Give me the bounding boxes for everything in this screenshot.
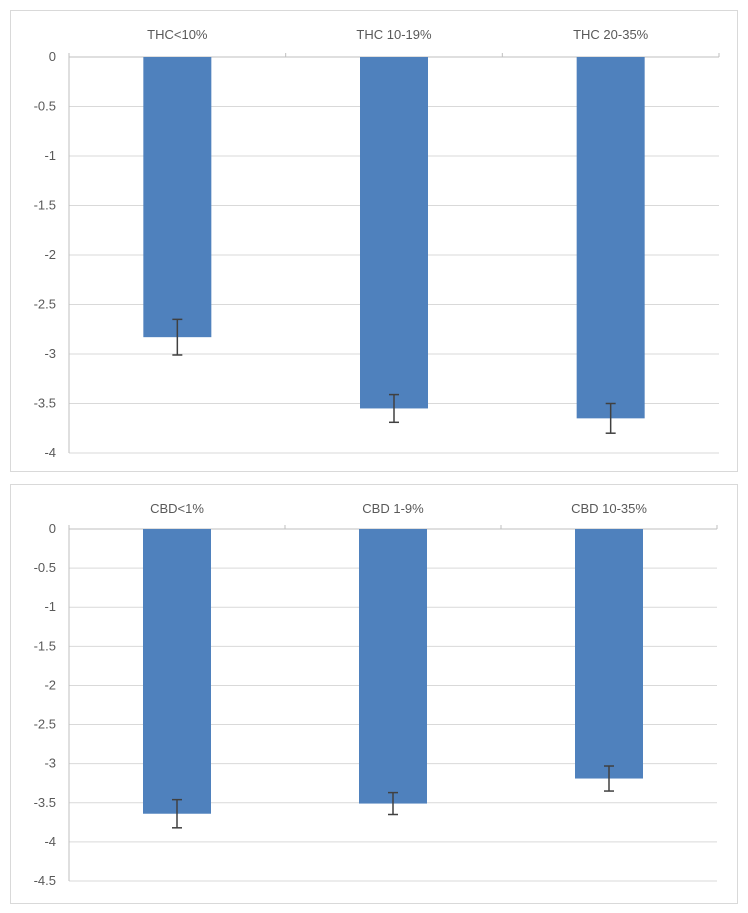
category-label: CBD 10-35% xyxy=(571,501,647,516)
y-tick-label: -3.5 xyxy=(34,396,56,411)
category-label: CBD<1% xyxy=(150,501,204,516)
y-tick-label: -2 xyxy=(44,247,56,262)
y-tick-label: -1.5 xyxy=(34,198,56,213)
bar xyxy=(360,57,428,409)
y-tick-label: -2.5 xyxy=(34,297,56,312)
y-tick-label: -1 xyxy=(44,148,56,163)
y-tick-label: -4 xyxy=(44,834,56,849)
y-tick-label: -2.5 xyxy=(34,717,56,732)
y-tick-label: -3 xyxy=(44,756,56,771)
bar xyxy=(575,529,643,779)
chart-panel-cbd: 0 -0.5 -1 -1.5 -2 -2.5 -3 -3.5 -4 -4.5 CBD<1% CBD 1… xyxy=(10,484,738,904)
y-tick-label: -0.5 xyxy=(34,560,56,575)
category-label: THC 10-19% xyxy=(356,27,432,42)
chart-svg-thc: 0 -0.5 -1 -1.5 -2 -2.5 -3 -3.5 -4 THC<10% THC 10-1… xyxy=(34,27,720,460)
y-tick-label: -1 xyxy=(44,599,56,614)
y-tick-label: -1.5 xyxy=(34,638,56,653)
category-label: CBD 1-9% xyxy=(362,501,424,516)
y-tick-label: -4 xyxy=(44,445,56,460)
y-tick-label: -4.5 xyxy=(34,873,56,888)
y-tick-label: -3.5 xyxy=(34,795,56,810)
bar xyxy=(143,529,211,814)
y-tick-label: -3 xyxy=(44,346,56,361)
chart-svg-cbd: 0 -0.5 -1 -1.5 -2 -2.5 -3 -3.5 -4 -4.5 CBD<1% CBD 1… xyxy=(34,501,718,888)
y-tick-label: 0 xyxy=(49,521,56,536)
category-label: THC<10% xyxy=(147,27,208,42)
y-tick-label: -2 xyxy=(44,677,56,692)
category-label: THC 20-35% xyxy=(573,27,649,42)
y-tick-label: -0.5 xyxy=(34,99,56,114)
bar xyxy=(576,57,645,419)
chart-panel-thc: 0 -0.5 -1 -1.5 -2 -2.5 -3 -3.5 -4 THC<10% THC 10-1… xyxy=(10,10,738,472)
y-tick-label: 0 xyxy=(49,49,56,64)
bar xyxy=(359,529,427,804)
bar xyxy=(143,57,212,338)
